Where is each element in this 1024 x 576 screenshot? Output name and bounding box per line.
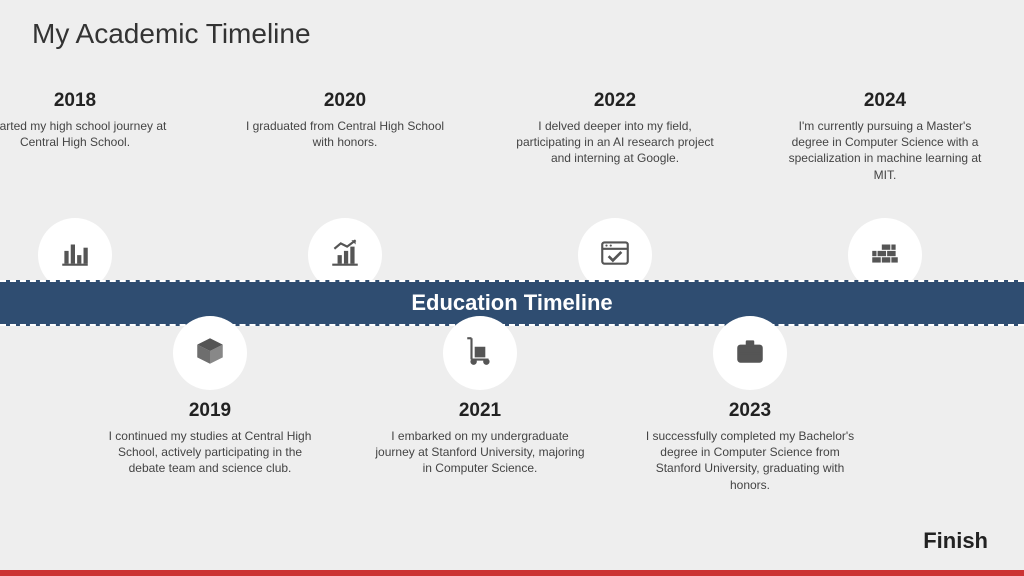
browser-check-icon bbox=[598, 236, 632, 275]
timeline-entry-top: 2018 I started my high school journey at… bbox=[0, 90, 180, 150]
box-icon bbox=[193, 334, 227, 373]
finish-label: Finish bbox=[923, 528, 988, 554]
timeline-entry-top: 2022 I delved deeper into my field, part… bbox=[510, 90, 720, 167]
bar-chart-icon bbox=[58, 236, 92, 275]
year-label: 2024 bbox=[780, 90, 990, 112]
page-title: My Academic Timeline bbox=[32, 18, 311, 50]
entry-description: I embarked on my undergraduate journey a… bbox=[375, 428, 585, 477]
bricks-icon bbox=[868, 236, 902, 275]
timeline-entry-top: 2024 I'm currently pursuing a Master's d… bbox=[780, 90, 990, 183]
timeline-entry-top: 2020 I graduated from Central High Schoo… bbox=[240, 90, 450, 150]
year-label: 2019 bbox=[105, 400, 315, 422]
year-label: 2020 bbox=[240, 90, 450, 112]
timeline-entry-bottom: 2021 I embarked on my undergraduate jour… bbox=[375, 400, 585, 477]
briefcase-icon bbox=[733, 334, 767, 373]
hand-truck-icon bbox=[463, 334, 497, 373]
banner-label: Education Timeline bbox=[411, 290, 612, 316]
timeline-banner: Education Timeline bbox=[0, 280, 1024, 326]
timeline-node bbox=[713, 316, 787, 390]
entry-description: I successfully completed my Bachelor's d… bbox=[645, 428, 855, 493]
entry-description: I'm currently pursuing a Master's degree… bbox=[780, 118, 990, 183]
year-label: 2023 bbox=[645, 400, 855, 422]
timeline-entry-bottom: 2023 I successfully completed my Bachelo… bbox=[645, 400, 855, 493]
accent-bar bbox=[0, 570, 1024, 576]
year-label: 2021 bbox=[375, 400, 585, 422]
timeline-entry-bottom: 2019 I continued my studies at Central H… bbox=[105, 400, 315, 477]
entry-description: I started my high school journey at Cent… bbox=[0, 118, 180, 150]
entry-description: I continued my studies at Central High S… bbox=[105, 428, 315, 477]
entry-description: I delved deeper into my field, participa… bbox=[510, 118, 720, 167]
timeline-node bbox=[443, 316, 517, 390]
timeline-node bbox=[173, 316, 247, 390]
year-label: 2018 bbox=[0, 90, 180, 112]
entry-description: I graduated from Central High School wit… bbox=[240, 118, 450, 150]
line-bar-chart-icon bbox=[328, 236, 362, 275]
year-label: 2022 bbox=[510, 90, 720, 112]
